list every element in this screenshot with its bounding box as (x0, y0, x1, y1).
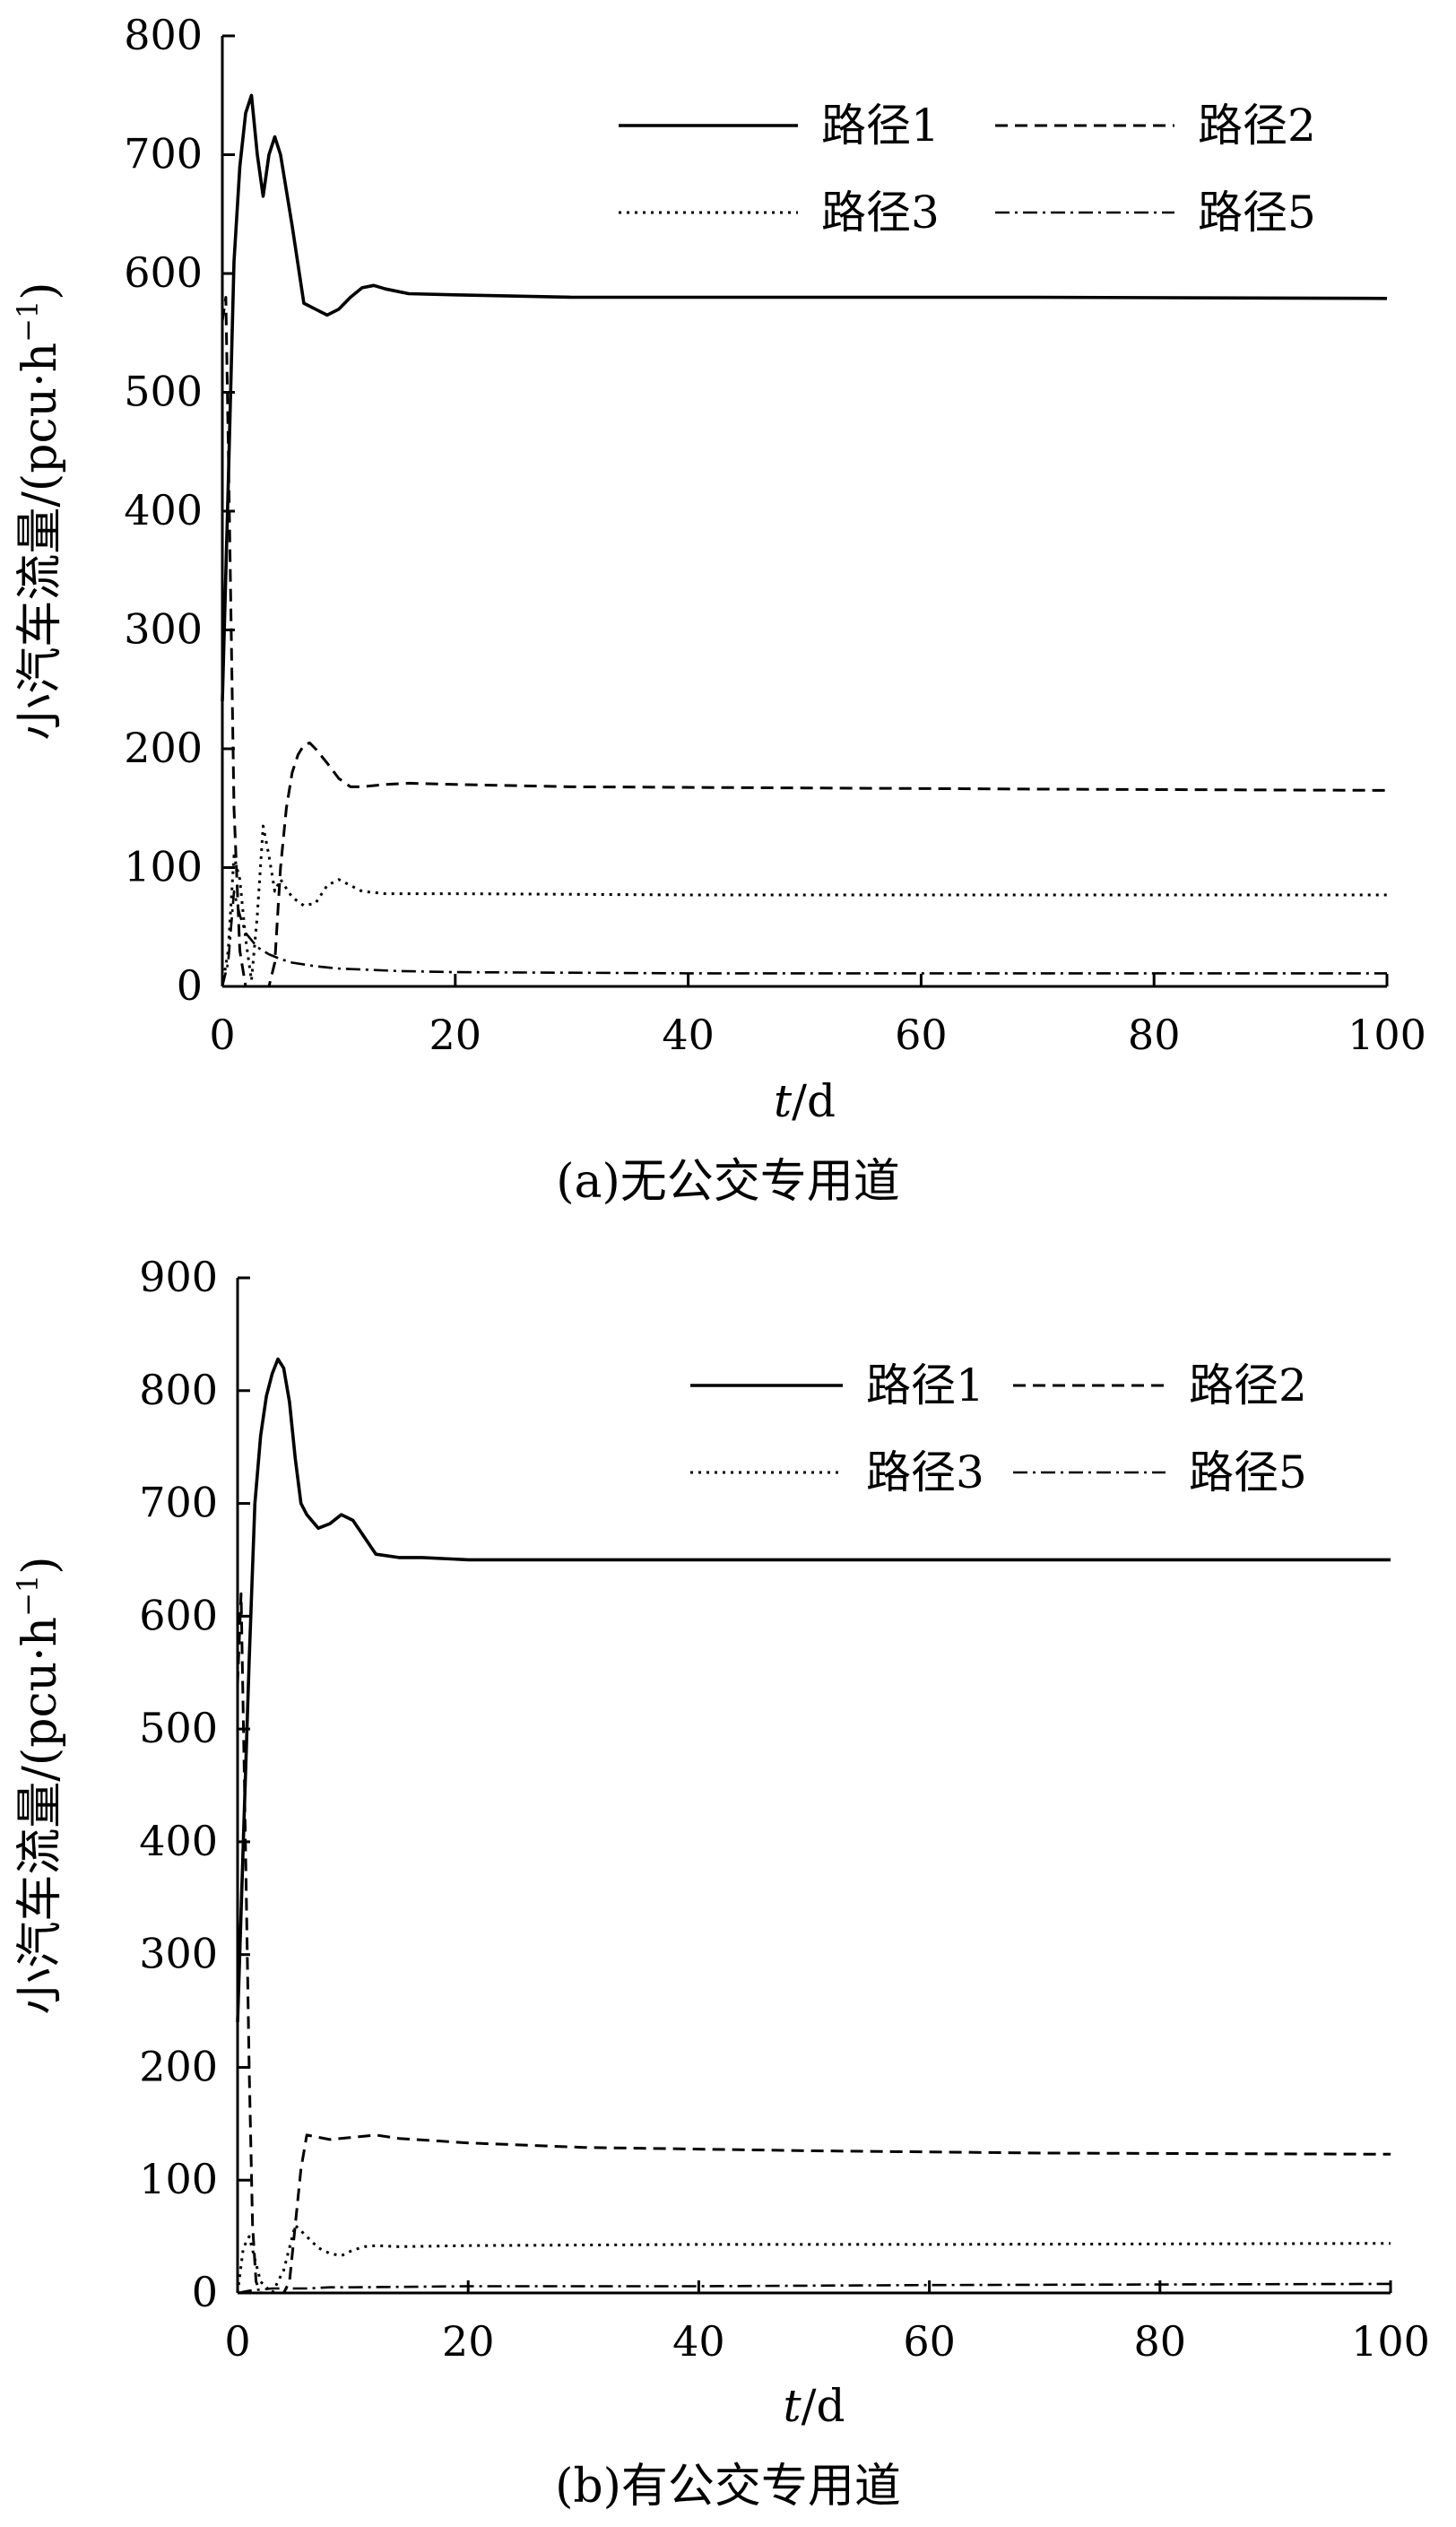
y-tick-label: 500 (139, 1704, 218, 1752)
y-tick-label: 400 (124, 486, 203, 534)
x-axis-label: t/d (784, 2380, 845, 2432)
y-tick-label: 700 (139, 1479, 218, 1527)
chart-b: 0 100 200 300 400 500 600 700 800 900 0 20 40 60 80 100… (11, 1253, 1430, 2514)
y-tick-label: 600 (124, 248, 203, 297)
y-tick-label: 700 (124, 130, 203, 178)
legend-label: 路径1 (821, 100, 940, 152)
y-tick-label: 200 (139, 2042, 218, 2090)
y-tick-label: 500 (124, 368, 203, 416)
series-line-1 (236, 1357, 1391, 2023)
x-axis-label-unit: /d (802, 2380, 845, 2432)
y-axis-label-close: ) (13, 1556, 67, 1574)
y-tick-label: 400 (139, 1817, 218, 1865)
series-line-1 (221, 93, 1388, 702)
y-axis-label: 小汽车流量/(pcu·h−1) (11, 282, 67, 740)
x-tick-label: 20 (429, 1011, 482, 1059)
legend-label: 路径3 (866, 1446, 984, 1498)
legend-label: 路径5 (1189, 1446, 1307, 1498)
legend-label: 路径2 (1198, 100, 1316, 152)
series-line-2 (236, 1592, 1391, 2295)
y-tick-label: 0 (192, 2268, 218, 2316)
x-tick-label: 0 (209, 1011, 235, 1059)
y-axis-label-exponent: −1 (11, 300, 45, 343)
x-tick-label: 0 (224, 2317, 250, 2366)
y-tick-label: 200 (124, 724, 203, 772)
x-tick-label: 20 (442, 2317, 495, 2366)
x-tick-label: 80 (1134, 2317, 1187, 2366)
y-tick-label: 300 (139, 1930, 218, 1978)
y-axis-label-text: 小汽车流量/(pcu·h (13, 343, 67, 741)
legend-label: 路径1 (866, 1359, 984, 1411)
y-tick-label: 800 (124, 11, 203, 59)
y-tick-label: 600 (139, 1591, 218, 1639)
y-axis-label-exponent: −1 (11, 1575, 45, 1617)
series-line-4 (221, 890, 1387, 987)
x-tick-label: 60 (895, 1011, 948, 1059)
legend-label: 路径5 (1198, 187, 1316, 239)
y-tick-label: 0 (177, 961, 203, 1010)
x-tick-label: 100 (1351, 2317, 1430, 2366)
chart-caption: (b)有公交专用道 (555, 2460, 901, 2514)
y-tick-label: 100 (139, 2155, 218, 2203)
y-axis-label-text: 小汽车流量/(pcu·h (13, 1617, 67, 2015)
series-line-4 (237, 2282, 1391, 2295)
x-tick-label: 40 (672, 2317, 725, 2366)
y-tick-label: 300 (124, 605, 203, 654)
x-axis-label-var: t (784, 2380, 802, 2432)
chart-caption: (a)无公交专用道 (556, 1155, 900, 1209)
x-axis-label-unit: /d (792, 1075, 836, 1127)
y-tick-label: 800 (139, 1366, 218, 1414)
x-tick-label: 100 (1348, 1011, 1426, 1059)
y-tick-label: 100 (124, 843, 203, 891)
legend-label: 路径3 (821, 187, 940, 239)
legend-label: 路径2 (1189, 1359, 1307, 1411)
y-axis-label-close: ) (13, 282, 67, 300)
y-axis-label: 小汽车流量/(pcu·h−1) (11, 1556, 67, 2014)
series-line-3 (236, 2224, 1391, 2295)
chart-a: 0 100 200 300 400 500 600 700 800 0 20 40 60 80 100 路径1… (11, 11, 1426, 1209)
x-tick-label: 60 (903, 2317, 956, 2366)
x-axis-label: t/d (774, 1075, 836, 1127)
x-axis-label-var: t (774, 1075, 793, 1127)
x-tick-label: 40 (662, 1011, 715, 1059)
y-tick-label: 900 (139, 1253, 218, 1301)
x-tick-label: 80 (1128, 1011, 1181, 1059)
series-line-3 (221, 824, 1387, 987)
series-line-2 (221, 296, 1388, 988)
